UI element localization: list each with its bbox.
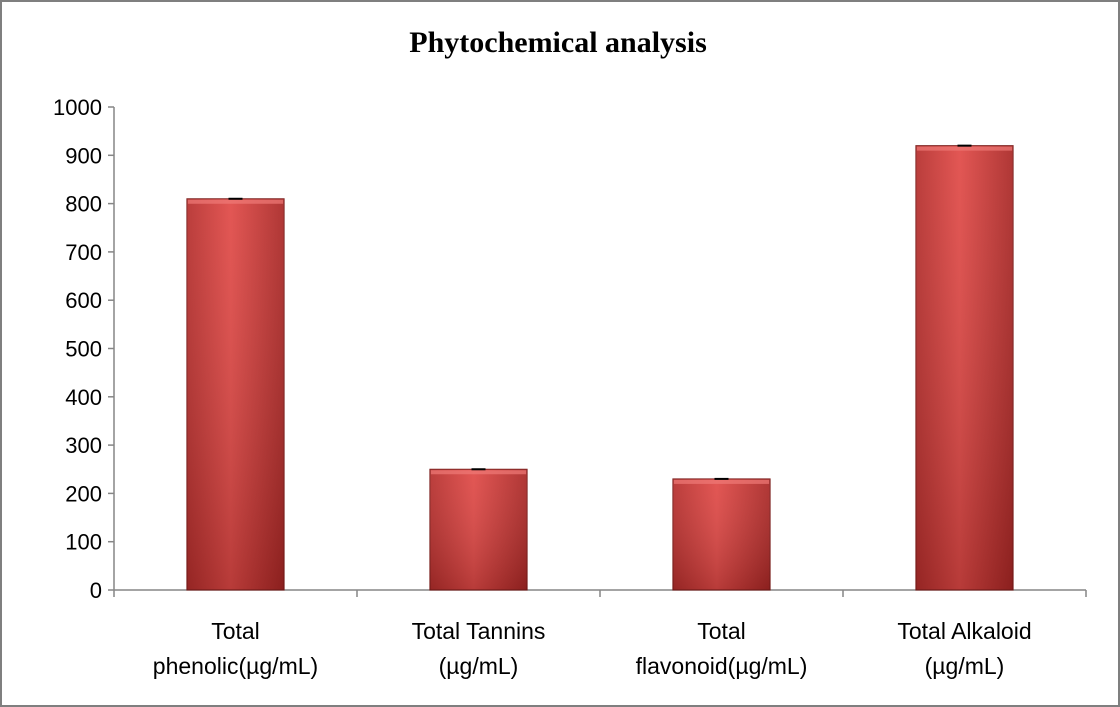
bar-top-highlight bbox=[673, 479, 770, 484]
category-labels: Total phenolic(µg/mL) Total Tannins (µg/mL)… bbox=[153, 618, 1032, 679]
y-tick-label: 600 bbox=[65, 288, 102, 313]
bar-shade bbox=[429, 469, 528, 590]
y-tick-label: 100 bbox=[65, 530, 102, 555]
y-tick-label: 700 bbox=[65, 240, 102, 265]
y-tick-label: 900 bbox=[65, 143, 102, 168]
bar-top-highlight bbox=[916, 146, 1013, 151]
y-tick-label: 1000 bbox=[53, 95, 102, 120]
x-category-label: phenolic(µg/mL) bbox=[153, 653, 318, 679]
x-category-label: Total bbox=[211, 618, 260, 644]
x-category-label: (µg/mL) bbox=[439, 653, 519, 679]
y-tick-label: 0 bbox=[90, 578, 102, 603]
bar-shade bbox=[672, 478, 771, 590]
x-category-label: (µg/mL) bbox=[925, 653, 1005, 679]
bar-top-highlight bbox=[187, 199, 284, 204]
x-category-label: flavonoid(µg/mL) bbox=[636, 653, 808, 679]
x-category-label: Total bbox=[697, 618, 746, 644]
x-category-label: Total Alkaloid bbox=[897, 618, 1031, 644]
y-tick-label: 200 bbox=[65, 481, 102, 506]
y-tick-label: 300 bbox=[65, 433, 102, 458]
chart-title: Phytochemical analysis bbox=[409, 26, 707, 59]
bars bbox=[186, 144, 1014, 591]
bar-top-highlight bbox=[430, 470, 527, 475]
y-tick-label: 400 bbox=[65, 385, 102, 410]
axes: 0 100 200 300 400 500 600 700 800 900 1000 bbox=[53, 95, 1087, 603]
y-tick-label: 800 bbox=[65, 192, 102, 217]
y-tick-label: 500 bbox=[65, 337, 102, 362]
bar-shade bbox=[186, 198, 285, 590]
x-category-label: Total Tannins bbox=[412, 618, 546, 644]
bar-shade bbox=[915, 145, 1014, 590]
